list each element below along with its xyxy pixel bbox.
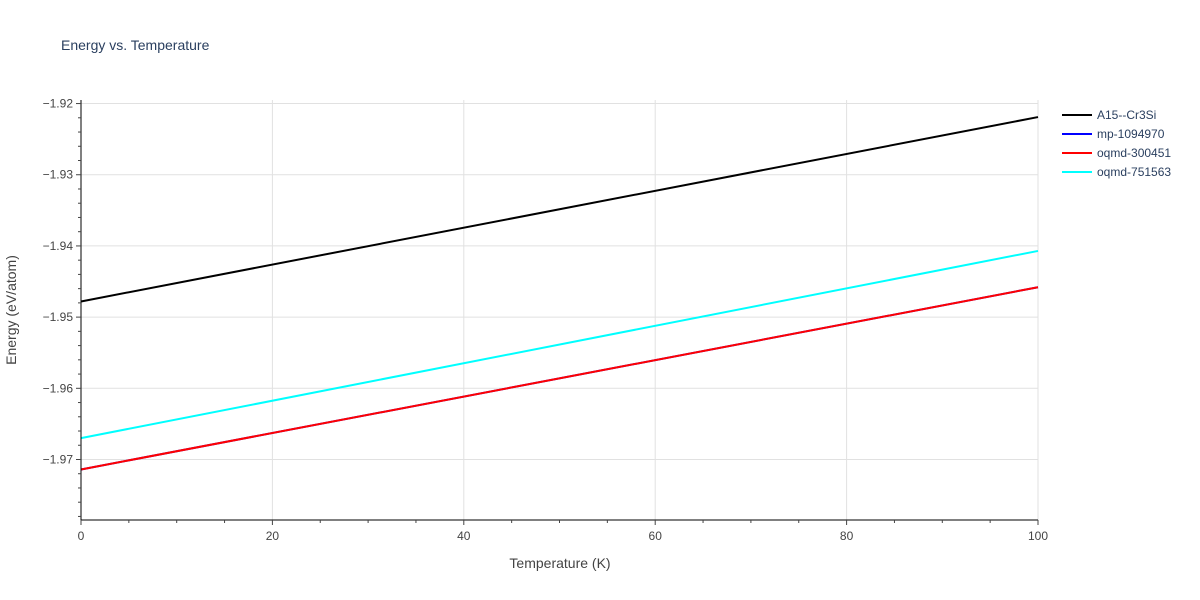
x-tick-label: 0 — [78, 529, 85, 543]
legend-label: mp-1094970 — [1097, 127, 1165, 141]
y-tick-label: −1.92 — [43, 97, 74, 111]
legend-label: A15--Cr3Si — [1097, 108, 1156, 122]
y-tick-label: −1.97 — [43, 452, 74, 466]
grid — [81, 100, 1039, 520]
legend-label: oqmd-300451 — [1097, 146, 1171, 160]
x-tick-label: 20 — [266, 529, 280, 543]
legend-item[interactable]: mp-1094970 — [1062, 127, 1165, 141]
y-tick-label: −1.95 — [43, 310, 74, 324]
x-tick-label: 40 — [457, 529, 471, 543]
x-tick-label: 100 — [1028, 529, 1048, 543]
series-line-oqmd-751563 — [80, 249, 1039, 440]
y-tick-label: −1.93 — [43, 168, 74, 182]
axes: 0 20 40 60 80 100 −1.97 −1.96 −1.95 −1.94 −1.93 −1.… — [43, 97, 1049, 543]
legend-label: oqmd-751563 — [1097, 165, 1171, 179]
series-line-oqmd-300451 — [80, 286, 1039, 471]
x-axis-title: Temperature (K) — [509, 555, 610, 571]
y-tick-label: −1.96 — [43, 381, 74, 395]
x-tick-label: 60 — [649, 529, 663, 543]
x-tick-label: 80 — [840, 529, 854, 543]
series-lines — [80, 116, 1039, 471]
legend-item[interactable]: oqmd-751563 — [1062, 165, 1171, 179]
y-tick-label: −1.94 — [43, 239, 74, 253]
y-axis-title: Energy (eV/atom) — [3, 255, 19, 365]
legend[interactable]: A15--Cr3Si mp-1094970 oqmd-300451 oqmd-7515… — [1062, 108, 1171, 179]
series-line-A15--Cr3Si — [80, 116, 1039, 303]
legend-item[interactable]: A15--Cr3Si — [1062, 108, 1156, 122]
chart-title: Energy vs. Temperature — [61, 37, 210, 53]
legend-item[interactable]: oqmd-300451 — [1062, 146, 1171, 160]
